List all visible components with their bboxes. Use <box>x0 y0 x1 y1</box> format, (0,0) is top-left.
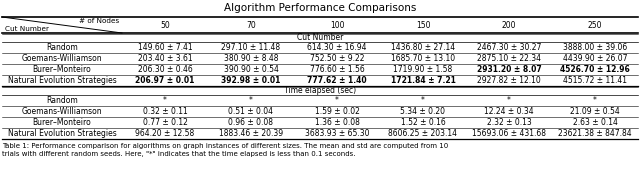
Text: 100: 100 <box>330 21 344 30</box>
Text: Burer–Monteiro: Burer–Monteiro <box>33 118 92 127</box>
Text: 2.32 ± 0.13: 2.32 ± 0.13 <box>486 118 531 127</box>
Text: # of Nodes: # of Nodes <box>79 18 119 24</box>
Text: *: * <box>593 96 597 105</box>
Text: 250: 250 <box>588 21 602 30</box>
Text: 390.90 ± 0.54: 390.90 ± 0.54 <box>223 65 278 74</box>
Text: 203.40 ± 3.61: 203.40 ± 3.61 <box>138 54 192 63</box>
Text: 3888.00 ± 39.06: 3888.00 ± 39.06 <box>563 43 627 52</box>
Text: 1.59 ± 0.02: 1.59 ± 0.02 <box>315 107 360 116</box>
Text: Random: Random <box>46 43 78 52</box>
Text: 1883.46 ± 20.39: 1883.46 ± 20.39 <box>219 129 283 138</box>
Text: 297.10 ± 11.48: 297.10 ± 11.48 <box>221 43 280 52</box>
Text: 4515.72 ± 11.41: 4515.72 ± 11.41 <box>563 76 627 85</box>
Text: Burer–Monteiro: Burer–Monteiro <box>33 65 92 74</box>
Text: 21.09 ± 0.54: 21.09 ± 0.54 <box>570 107 620 116</box>
Text: Time elapsed (sec): Time elapsed (sec) <box>284 86 356 95</box>
Text: 380.90 ± 8.48: 380.90 ± 8.48 <box>224 54 278 63</box>
Text: 0.51 ± 0.04: 0.51 ± 0.04 <box>228 107 273 116</box>
Text: 1721.84 ± 7.21: 1721.84 ± 7.21 <box>390 76 456 85</box>
Text: 5.34 ± 0.20: 5.34 ± 0.20 <box>401 107 445 116</box>
Text: 1436.80 ± 27.14: 1436.80 ± 27.14 <box>391 43 455 52</box>
Text: 150: 150 <box>416 21 430 30</box>
Text: 23621.38 ± 847.84: 23621.38 ± 847.84 <box>558 129 632 138</box>
Text: Cut Number: Cut Number <box>297 33 343 42</box>
Text: 3683.93 ± 65.30: 3683.93 ± 65.30 <box>305 129 369 138</box>
Text: Cut Number: Cut Number <box>5 26 49 32</box>
Text: Natural Evolution Strategies: Natural Evolution Strategies <box>8 76 116 85</box>
Text: Goemans-Williamson: Goemans-Williamson <box>22 107 102 116</box>
Text: 0.96 ± 0.08: 0.96 ± 0.08 <box>228 118 273 127</box>
Text: 70: 70 <box>246 21 256 30</box>
Text: *: * <box>507 96 511 105</box>
Text: 776.60 ± 1.56: 776.60 ± 1.56 <box>310 65 364 74</box>
Text: 1.36 ± 0.08: 1.36 ± 0.08 <box>315 118 360 127</box>
Text: 614.30 ± 16.94: 614.30 ± 16.94 <box>307 43 367 52</box>
Text: 1719.90 ± 1.58: 1719.90 ± 1.58 <box>394 65 452 74</box>
Text: *: * <box>335 96 339 105</box>
Text: Table 1: Performance comparison for algorithms on graph instances of different s: Table 1: Performance comparison for algo… <box>2 143 448 149</box>
Text: 1.52 ± 0.16: 1.52 ± 0.16 <box>401 118 445 127</box>
Text: 752.50 ± 9.22: 752.50 ± 9.22 <box>310 54 364 63</box>
Text: 1685.70 ± 13.10: 1685.70 ± 13.10 <box>391 54 455 63</box>
Text: 2.63 ± 0.14: 2.63 ± 0.14 <box>573 118 618 127</box>
Text: Natural Evolution Strategies: Natural Evolution Strategies <box>8 129 116 138</box>
Text: Random: Random <box>46 96 78 105</box>
Text: 12.24 ± 0.34: 12.24 ± 0.34 <box>484 107 534 116</box>
Text: 8606.25 ± 203.14: 8606.25 ± 203.14 <box>388 129 458 138</box>
Text: *: * <box>249 96 253 105</box>
Text: 0.32 ± 0.11: 0.32 ± 0.11 <box>143 107 188 116</box>
Text: 15693.06 ± 431.68: 15693.06 ± 431.68 <box>472 129 546 138</box>
Text: Algorithm Performance Comparisons: Algorithm Performance Comparisons <box>224 3 416 13</box>
Text: 964.20 ± 12.58: 964.20 ± 12.58 <box>136 129 195 138</box>
Text: 4526.70 ± 12.96: 4526.70 ± 12.96 <box>560 65 630 74</box>
Text: 200: 200 <box>502 21 516 30</box>
Text: *: * <box>163 96 167 105</box>
Text: 2467.30 ± 30.27: 2467.30 ± 30.27 <box>477 43 541 52</box>
Text: trials with different random seeds. Here, "*" indicates that the time elapsed is: trials with different random seeds. Here… <box>2 151 355 157</box>
Text: 2875.10 ± 22.34: 2875.10 ± 22.34 <box>477 54 541 63</box>
Text: 2931.20 ± 8.07: 2931.20 ± 8.07 <box>477 65 541 74</box>
Text: Goemans-Williamson: Goemans-Williamson <box>22 54 102 63</box>
Text: *: * <box>421 96 425 105</box>
Text: 392.98 ± 0.01: 392.98 ± 0.01 <box>221 76 281 85</box>
Text: 206.30 ± 0.46: 206.30 ± 0.46 <box>138 65 193 74</box>
Text: 777.62 ± 1.40: 777.62 ± 1.40 <box>307 76 367 85</box>
Text: 206.97 ± 0.01: 206.97 ± 0.01 <box>135 76 195 85</box>
Text: 0.77 ± 0.12: 0.77 ± 0.12 <box>143 118 188 127</box>
Text: 50: 50 <box>160 21 170 30</box>
Text: 2927.82 ± 12.10: 2927.82 ± 12.10 <box>477 76 541 85</box>
Text: 4439.90 ± 26.07: 4439.90 ± 26.07 <box>563 54 627 63</box>
Text: 149.60 ± 7.41: 149.60 ± 7.41 <box>138 43 192 52</box>
